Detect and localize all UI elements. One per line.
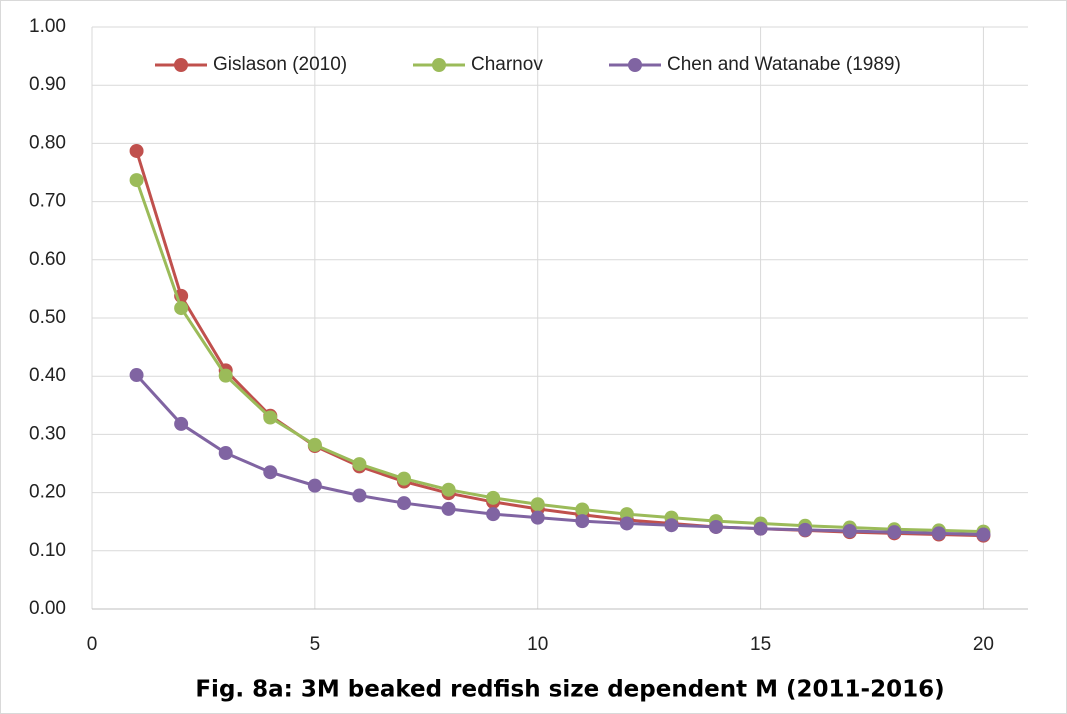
data-point (441, 482, 456, 497)
x-tick-label: 0 (87, 634, 98, 655)
legend-marker (432, 58, 446, 72)
data-point (397, 471, 411, 486)
series-line (135, 374, 984, 537)
data-point (307, 478, 322, 493)
x-tick-label: 15 (750, 634, 771, 655)
y-tick-label: 0.70 (29, 191, 66, 212)
legend-label: Charnov (471, 54, 543, 75)
data-point (798, 522, 813, 537)
data-point (753, 521, 768, 536)
legend-label: Gislason (2010) (213, 54, 347, 75)
data-point (709, 519, 723, 534)
data-point (218, 446, 233, 461)
y-tick-label: 0.10 (29, 540, 66, 561)
data-point (129, 368, 144, 383)
y-tick-label: 0.80 (29, 132, 66, 153)
data-point (307, 437, 322, 452)
y-tick-label: 0.40 (29, 365, 66, 386)
data-point (129, 173, 144, 188)
data-point (486, 507, 501, 522)
data-point (575, 502, 590, 517)
y-tick-label: 0.20 (29, 482, 66, 503)
data-point (352, 488, 367, 503)
data-point (530, 497, 545, 512)
data-point (976, 527, 991, 542)
x-tick-label: 10 (527, 634, 548, 655)
data-point (575, 514, 590, 529)
legend-marker (628, 58, 642, 72)
legend-label: Chen and Watanabe (1989) (667, 54, 901, 75)
y-tick-label: 0.90 (29, 74, 66, 95)
x-tick-label: 20 (973, 634, 994, 655)
data-point (352, 457, 367, 472)
data-point (664, 518, 679, 533)
data-point (887, 525, 902, 540)
legend-marker (174, 58, 188, 72)
data-point (263, 465, 278, 480)
data-point (263, 410, 278, 425)
data-point (174, 301, 189, 316)
data-point (174, 416, 189, 431)
y-tick-label: 0.30 (29, 423, 66, 444)
data-point (619, 516, 634, 531)
data-point (129, 143, 144, 158)
y-tick-label: 0.60 (29, 249, 66, 270)
data-point (486, 490, 501, 505)
data-point (931, 526, 946, 541)
data-point (397, 496, 411, 511)
data-point (218, 368, 233, 383)
data-point (842, 524, 857, 539)
series-line (135, 179, 984, 534)
x-tick-label: 5 (310, 634, 321, 655)
data-point (441, 501, 456, 516)
y-tick-label: 0.50 (29, 307, 66, 328)
y-tick-label: 1.00 (29, 16, 66, 37)
y-tick-label: 0.00 (29, 598, 66, 619)
chart-title: Fig. 8a: 3M beaked redfish size dependen… (195, 677, 944, 703)
data-point (530, 510, 545, 525)
